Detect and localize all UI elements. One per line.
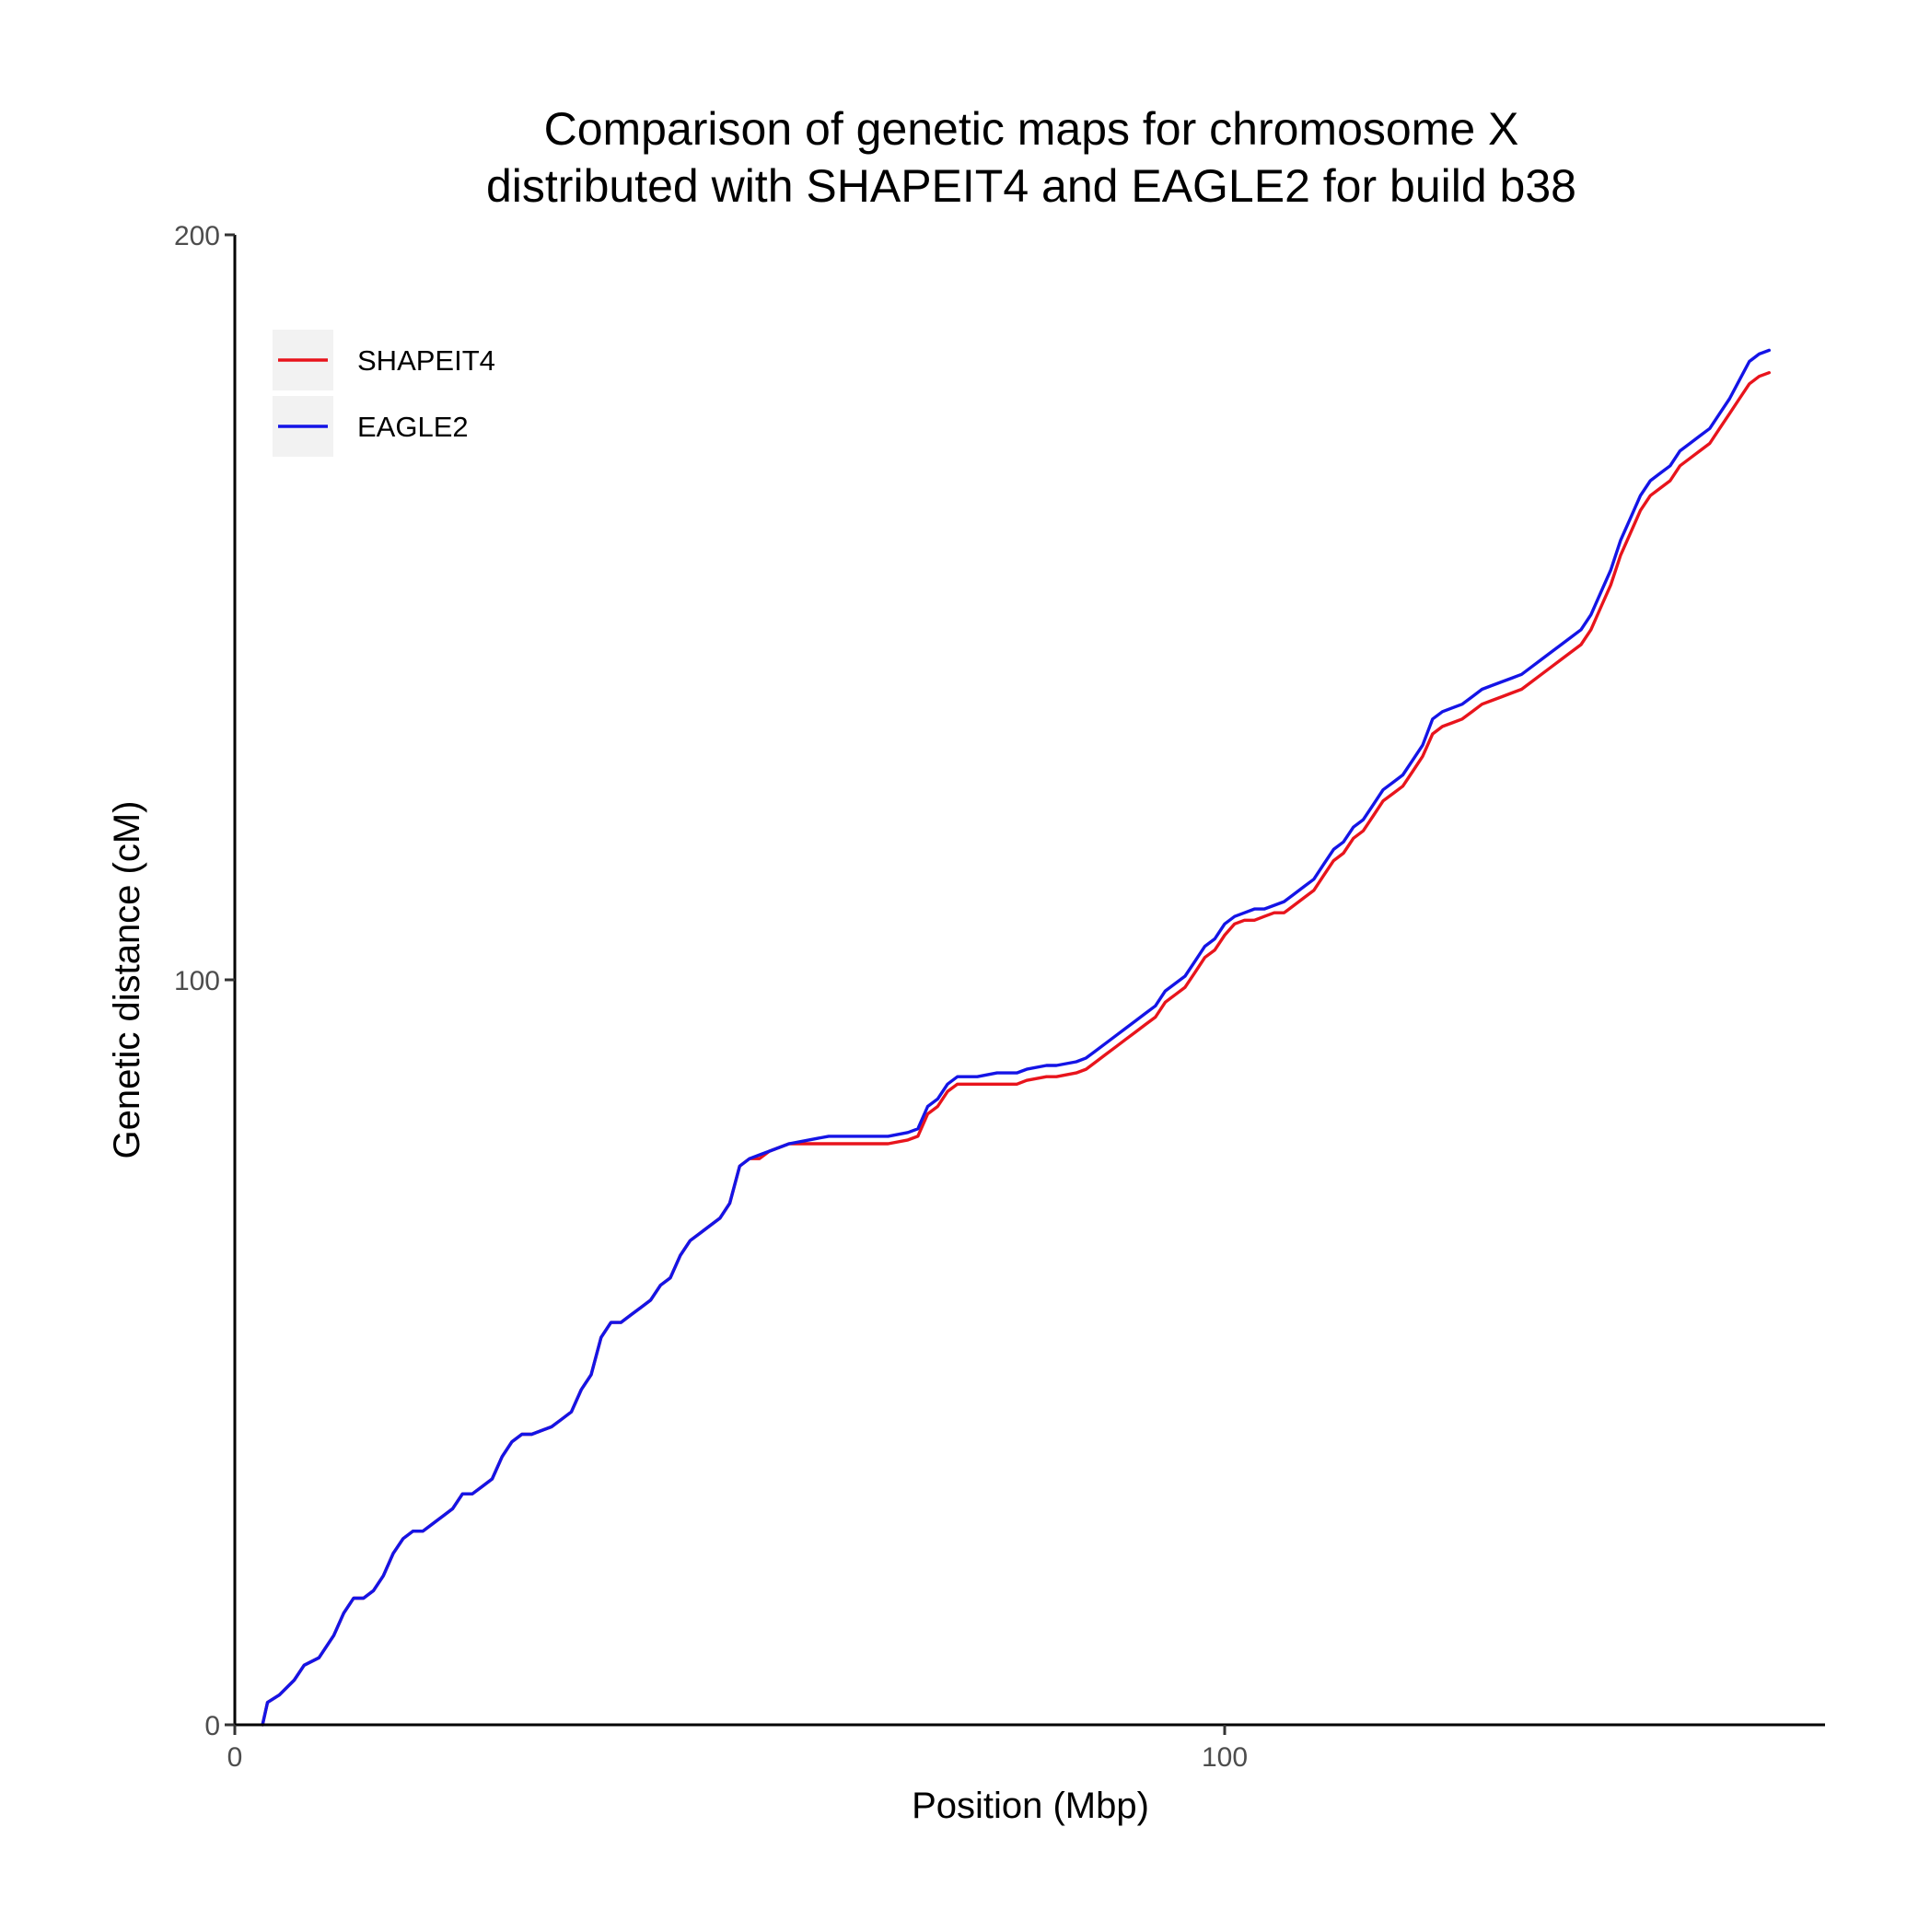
x-ticks: 0 100 xyxy=(227,1725,1248,1773)
y-tick-label: 200 xyxy=(174,221,220,251)
y-tick-label: 100 xyxy=(174,966,220,996)
y-tick-label: 0 xyxy=(204,1711,220,1741)
legend: SHAPEIT4 EAGLE2 xyxy=(273,330,495,457)
series-line-shapeit4 xyxy=(261,371,1772,1727)
legend-label-shapeit4: SHAPEIT4 xyxy=(357,344,495,377)
chart-title-line-1: Comparison of genetic maps for chromosom… xyxy=(544,103,1519,155)
y-ticks: 0 100 200 xyxy=(174,221,235,1741)
series-layer xyxy=(261,348,1772,1727)
series-line-eagle2 xyxy=(261,348,1772,1727)
legend-label-eagle2: EAGLE2 xyxy=(357,411,469,443)
x-axis-title: Position (Mbp) xyxy=(912,1786,1149,1826)
y-axis-title: Genetic distance (cM) xyxy=(107,800,147,1158)
x-tick-label: 0 xyxy=(227,1742,243,1773)
x-tick-label: 100 xyxy=(1202,1742,1248,1773)
chart-title-line-2: distributed with SHAPEIT4 and EAGLE2 for… xyxy=(486,160,1576,212)
